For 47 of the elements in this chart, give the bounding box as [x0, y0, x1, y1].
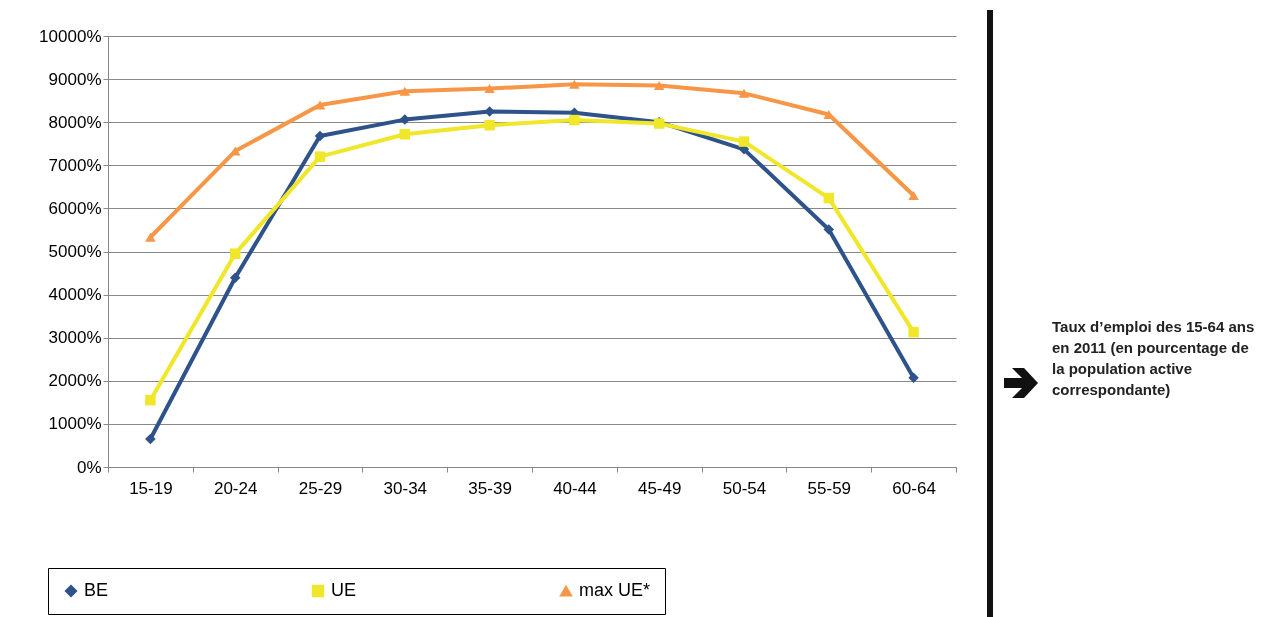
x-tick-label: 40-44: [553, 478, 597, 498]
y-tick-label: 3000%: [48, 328, 102, 348]
point: [314, 100, 326, 110]
y-tick-label: 6000%: [48, 198, 102, 218]
point: [229, 248, 241, 259]
x-tick-label: 15-19: [129, 478, 173, 498]
text: Taux d’emploi des 15-64 ans en 2011 (en pourcentage de la population active correspondante): [1052, 317, 1256, 400]
point: [145, 433, 156, 445]
x-tick-label: 30-34: [383, 478, 428, 498]
x-tick-label: 35-39: [468, 478, 512, 498]
x-tick-label: 50-54: [722, 478, 767, 498]
point: [314, 151, 326, 162]
point: [823, 224, 835, 235]
point: [484, 84, 495, 94]
point: [399, 86, 411, 96]
y-tick-label: 10000%: [39, 26, 102, 46]
point: [399, 129, 411, 140]
y-tick-label: 7000%: [48, 155, 102, 175]
y-tick-label: 4000%: [48, 285, 102, 305]
point: [908, 326, 919, 338]
x-tick-label: 45-49: [637, 478, 682, 498]
x-tick-label: 60-64: [892, 478, 936, 498]
point: [145, 394, 156, 406]
point: [738, 88, 750, 98]
y-tick-label: 8000%: [48, 112, 102, 132]
point: [229, 272, 241, 284]
y-tick-label: 1000%: [48, 414, 102, 434]
y-tick-label: 2000%: [48, 371, 102, 391]
point: [569, 79, 580, 89]
point: [908, 190, 919, 201]
point: [823, 192, 835, 204]
x-tick-label: 55-59: [807, 478, 852, 498]
x-tick-label: 20-24: [213, 478, 258, 498]
x-tick-label: 25-29: [298, 478, 343, 498]
point: [908, 372, 919, 384]
point: [738, 136, 750, 147]
legend-label: UE: [331, 580, 357, 600]
legend-label: max UE*: [579, 580, 651, 600]
y-tick-label: 0%: [76, 457, 102, 477]
point: [314, 130, 326, 142]
legend-label: BE: [84, 580, 109, 600]
point: [569, 114, 580, 126]
y-tick-label: 5000%: [48, 242, 102, 261]
point: [484, 119, 495, 131]
point: [653, 81, 665, 91]
y-tick-label: 9000%: [48, 69, 102, 89]
point: [145, 232, 156, 242]
